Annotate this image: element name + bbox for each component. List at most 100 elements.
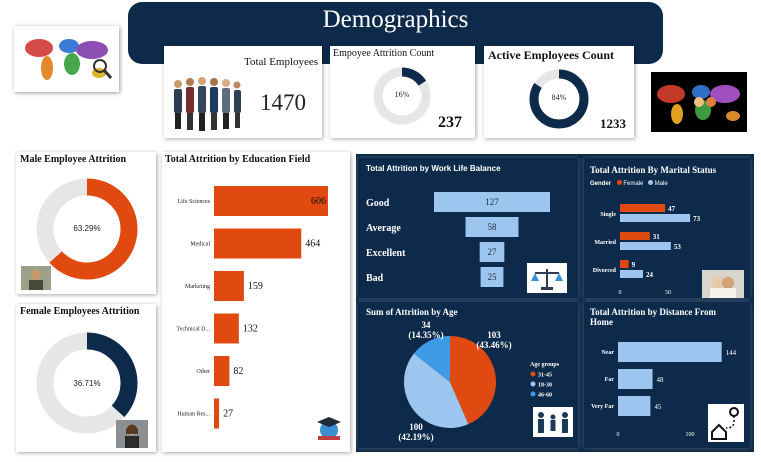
age-legend-dot <box>530 391 536 397</box>
age-percent-label: (14.35%) <box>408 330 443 340</box>
education-chart-title: Total Attrition by Education Field <box>165 154 311 165</box>
worklife-bar <box>465 217 519 237</box>
education-category-label: Life Sciences <box>178 198 211 205</box>
legend-male-dot <box>648 180 654 185</box>
distance-tick-label: 100 <box>686 432 695 438</box>
education-bar <box>214 398 220 429</box>
marital-bar-chart: Single 47 73 Married 31 53 Divorced 9 24 0 50 <box>593 204 701 296</box>
education-bar <box>214 228 302 259</box>
education-value-label: 27 <box>223 409 233 420</box>
family-icon <box>533 407 573 437</box>
worklife-value-label: 58 <box>488 222 498 232</box>
marital-tick-label: 50 <box>665 290 671 296</box>
age-legend-dot <box>530 381 536 387</box>
age-legend-label: 31-45 <box>538 373 552 379</box>
education-category-label: Human Res... <box>177 412 210 418</box>
marital-bar-male <box>620 270 644 278</box>
people-group-icon <box>174 77 241 131</box>
marital-bar-male <box>620 214 691 222</box>
marital-value-label: 9 <box>632 261 636 269</box>
education-category-label: Other <box>196 369 210 375</box>
distance-bar-chart: Near 144 Far 48 Very Far 45 0 100 <box>591 342 737 438</box>
world-map-image <box>651 72 747 132</box>
male-attrition-card: Male Employee Attrition 63.29% <box>16 152 156 294</box>
attrition-count-label: Empoyee Attrition Count <box>333 48 435 59</box>
active-employees-value: 1233 <box>600 116 626 131</box>
age-percent-label: (42.19%) <box>398 432 433 442</box>
marital-value-label: 73 <box>693 215 701 223</box>
world-people-image <box>14 26 119 92</box>
worklife-category-label: Good <box>366 198 390 209</box>
legend-male-label: Male <box>654 181 668 187</box>
worklife-bar <box>480 267 504 287</box>
distance-title: Total Attrition by Distance From Home <box>590 307 716 327</box>
distance-tick-label: 0 <box>617 432 620 438</box>
active-employees-card: Active Employees Count 84% 1233 <box>484 46 634 138</box>
worklife-value-label: 25 <box>488 272 498 282</box>
marital-tick-label: 0 <box>619 290 622 296</box>
female-percent: 36.71% <box>73 379 101 388</box>
distance-value-label: 45 <box>654 403 662 411</box>
education-value-label: 464 <box>305 239 320 250</box>
worklife-category-label: Average <box>366 223 401 234</box>
distance-bar <box>618 369 653 389</box>
education-bar <box>214 271 244 301</box>
attrition-count-value: 237 <box>438 114 462 131</box>
marital-legend-title: Gender <box>590 181 612 187</box>
marital-value-label: 53 <box>674 243 682 251</box>
marital-category-label: Married <box>594 240 616 246</box>
education-category-label: Technical D... <box>176 327 210 333</box>
male-percent: 63.29% <box>73 224 101 233</box>
distance-category-label: Very Far <box>591 404 614 410</box>
education-category-label: Medical <box>190 242 210 248</box>
active-percent: 84% <box>551 93 567 102</box>
education-chart-card: Total Attrition by Education Field Life … <box>162 152 350 452</box>
education-category-label: Marketing <box>185 284 210 290</box>
worklife-category-label: Excellent <box>366 248 406 259</box>
marital-value-label: 24 <box>646 271 654 279</box>
worklife-bar-chart: Good 127 Average 58 Excellent 27 Bad 25 <box>366 192 550 287</box>
page-title: Demographics <box>322 6 469 33</box>
age-pie-slice <box>404 353 469 428</box>
marital-value-label: 31 <box>653 233 661 241</box>
home-route-icon <box>708 404 744 442</box>
age-value-label: 100 <box>409 422 423 432</box>
attrition-donut <box>373 67 431 125</box>
female-donut <box>36 332 138 434</box>
education-value-label: 132 <box>243 324 258 335</box>
marital-bar-female <box>620 260 629 268</box>
education-bar <box>214 186 328 216</box>
marital-bar-female <box>620 232 650 240</box>
education-value-label: 82 <box>233 366 243 377</box>
age-legend-label: 46-60 <box>538 393 552 399</box>
age-pie-chart: 103(43.46%) 100(42.19%) 34(14.35%) Age grou… <box>398 320 559 442</box>
education-bar <box>214 313 239 344</box>
worklife-value-label: 127 <box>485 197 499 207</box>
marital-bar-female <box>620 204 666 212</box>
age-value-label: 34 <box>422 320 432 330</box>
distance-category-label: Far <box>605 377 615 383</box>
active-employees-label: Active Employees Count <box>488 48 614 62</box>
education-value-label: 159 <box>248 281 263 292</box>
worklife-title: Total Attrition by Work Life Balance <box>366 164 501 173</box>
attrition-count-card: Empoyee Attrition Count 16% 237 <box>330 46 475 138</box>
legend-female-label: Female <box>623 181 644 187</box>
age-legend-dot <box>530 371 536 377</box>
legend-female-dot <box>616 180 622 185</box>
total-employees-label: Total Employees <box>244 56 319 68</box>
graduation-icon <box>317 417 341 440</box>
education-bar-chart: Life Sciences 606 Medical 464 Marketing 159 Te… <box>176 186 328 429</box>
distance-bar <box>618 396 651 416</box>
male-attrition-title: Male Employee Attrition <box>20 154 127 165</box>
education-value-label: 606 <box>311 196 326 207</box>
total-employees-value: 1470 <box>260 90 306 115</box>
worklife-bar <box>479 242 505 262</box>
marital-category-label: Single <box>600 212 616 218</box>
distance-value-label: 144 <box>726 349 737 357</box>
marital-title: Total Attrition By Marital Status <box>590 165 717 175</box>
age-pie-slice <box>413 336 450 382</box>
female-attrition-title: Female Employees Attrition <box>20 306 140 317</box>
age-title: Sum of Attrition by Age <box>366 307 458 317</box>
distance-category-label: Near <box>601 350 614 356</box>
total-employees-card: Total Employees 1470 <box>164 46 322 138</box>
